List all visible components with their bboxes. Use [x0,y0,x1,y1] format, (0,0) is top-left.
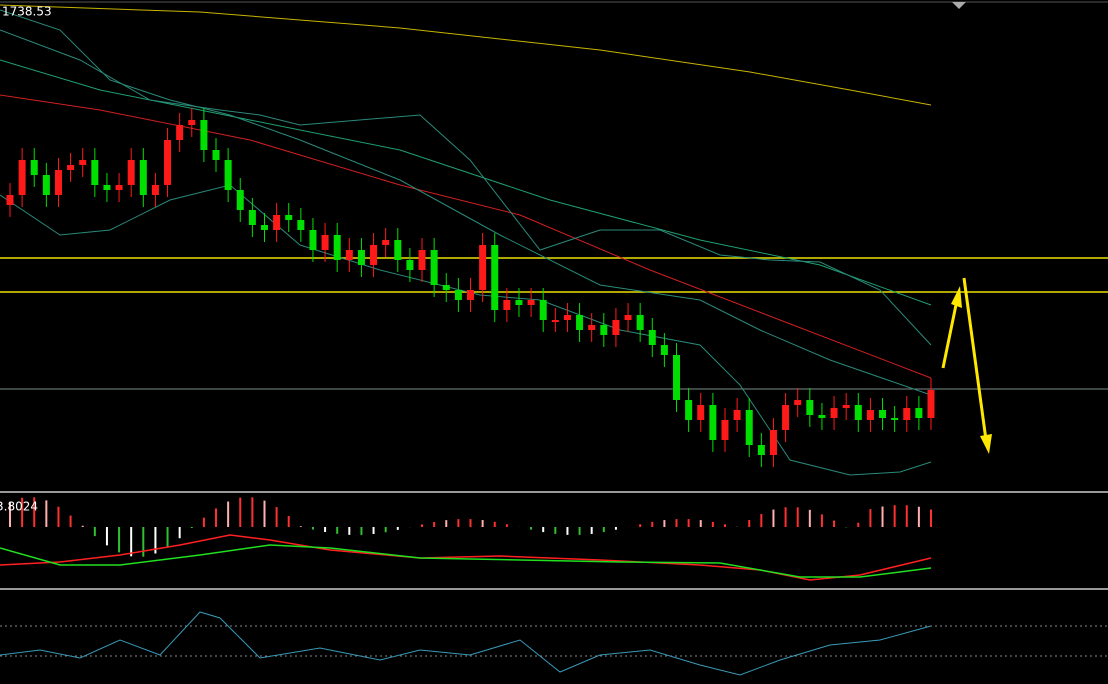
candle-body [563,315,571,320]
candle-body [297,220,305,230]
candle-body [745,410,753,445]
candle-body [394,240,402,260]
candle-body [927,390,935,418]
candle-body [624,315,632,320]
candle-body [527,300,535,305]
candle-body [151,185,159,195]
candle-body [103,185,111,190]
candle-body [406,260,414,270]
candle-body [321,235,329,250]
candle-body [382,240,390,245]
candle-body [733,410,741,420]
candle-body [697,405,705,420]
candle-body [333,235,341,260]
candle-body [842,405,850,408]
candle-body [576,315,584,330]
candle-body [454,290,462,300]
candle-body [54,170,62,195]
indicator-line [0,184,932,476]
candle-body [636,315,644,330]
indicator-line [0,94,932,379]
candle-body [188,120,196,125]
candle-body [648,330,656,345]
candle-body [430,250,438,285]
candle-body [176,125,184,140]
candle-body [491,245,499,310]
candle-body [515,300,523,305]
candle-body [915,408,923,418]
candle-body [273,215,281,230]
candle-body [248,210,256,225]
candle-body [709,405,717,440]
candle-body [442,285,450,290]
indicator-line [0,4,932,106]
candle-body [903,408,911,420]
shift-marker [952,2,966,9]
indicator-line [0,544,932,578]
candle-body [370,245,378,265]
candle-body [200,120,208,150]
candle-body [91,160,99,185]
up-arrow [941,299,959,369]
indicator-line [0,611,932,676]
candle-body [260,225,268,230]
candle-body [830,408,838,418]
candle-body [503,300,511,310]
down-arrow [962,277,988,441]
candle-body [685,400,693,420]
candle-body [115,185,123,190]
candle-body [782,405,790,430]
indicator-line [0,9,932,396]
candle-body [806,400,814,415]
candle-body [42,175,50,195]
candle-body [539,300,547,320]
candle-body [357,250,365,265]
candle-body [600,325,608,335]
candle-body [418,250,426,270]
candle-body [18,160,26,195]
candle-body [309,230,317,250]
candle-body [67,165,75,170]
candle-body [794,400,802,405]
candle-body [769,430,777,455]
candle-body [612,320,620,335]
candle-body [127,160,135,185]
chart-layer [0,4,935,676]
candle-body [467,290,474,300]
candle-body [721,420,729,440]
candle-body [818,415,826,418]
indicator-label: 3.8024 [0,500,38,514]
candle-body [866,410,874,420]
price-label: 1738.53 [2,5,52,19]
candle-body [479,245,487,290]
candle-body [660,345,668,355]
candle-body [30,160,38,175]
candle-body [285,215,293,220]
candle-body [236,190,244,210]
candle-body [139,160,147,195]
candle-body [224,160,232,190]
candle-body [879,410,887,418]
candle-body [673,355,681,400]
candle-body [164,140,172,185]
candle-body [79,160,87,165]
candle-body [854,405,862,420]
candle-body [588,325,596,330]
candle-body [551,320,559,322]
candle-body [212,150,220,160]
candle-body [6,195,14,205]
indicator-line [0,29,932,346]
candle-body [891,418,899,420]
candle-body [345,250,353,260]
up-arrow-head [951,286,962,308]
candle-body [757,445,765,455]
down-arrow-head [980,434,992,454]
